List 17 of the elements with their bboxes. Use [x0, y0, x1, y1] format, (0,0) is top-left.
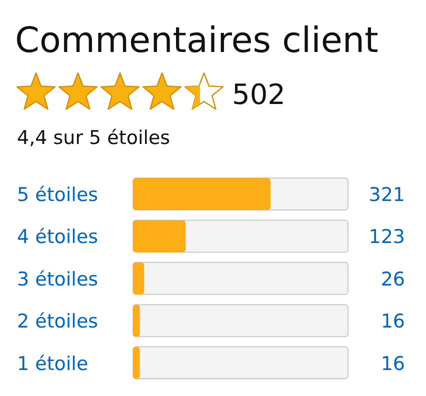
- data-label: 321: [368, 184, 405, 206]
- y-tick-label: 4 étoiles: [17, 226, 98, 248]
- y-tick-label: 2 étoiles: [17, 310, 98, 333]
- chart-title: Commentaires client: [15, 21, 378, 61]
- text: 502: [232, 78, 286, 111]
- data-label: 26: [380, 268, 405, 290]
- bar: [133, 262, 144, 294]
- text: 4,4 sur 5 étoiles: [17, 127, 170, 149]
- bar: [133, 220, 186, 252]
- y-tick-label: 5 étoiles: [17, 184, 98, 206]
- data-label: 16: [380, 352, 405, 375]
- data-label: 123: [368, 226, 405, 248]
- y-tick-label: 1 étoile: [17, 352, 88, 375]
- y-tick-label: 3 étoiles: [17, 268, 98, 290]
- bar: [133, 304, 140, 337]
- bar: [133, 346, 140, 379]
- data-label: 16: [380, 310, 405, 333]
